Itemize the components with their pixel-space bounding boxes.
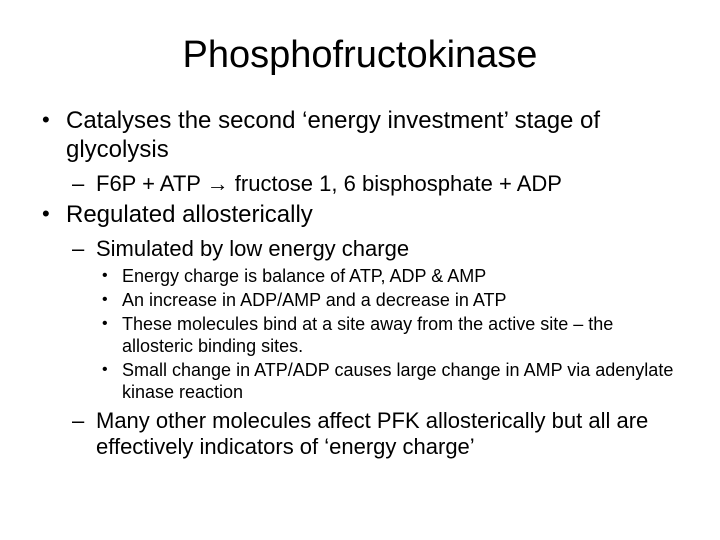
bullet-text: Small change in ATP/ADP causes large cha… [122, 360, 673, 402]
bullet-text: F6P + ATP → fructose 1, 6 bisphosphate +… [96, 171, 562, 196]
bullet-text: Many other molecules affect PFK alloster… [96, 408, 648, 459]
list-item: Simulated by low energy charge Energy ch… [66, 236, 682, 404]
bullet-list-lvl1: Catalyses the second ‘energy investment’… [38, 107, 682, 461]
slide-title: Phosphofructokinase [38, 34, 682, 77]
bullet-text: An increase in ADP/AMP and a decrease in… [122, 290, 507, 310]
list-item: Energy charge is balance of ATP, ADP & A… [96, 266, 682, 288]
list-item: An increase in ADP/AMP and a decrease in… [96, 290, 682, 312]
list-item: Many other molecules affect PFK alloster… [66, 408, 682, 461]
bullet-text: These molecules bind at a site away from… [122, 314, 613, 356]
list-item: Regulated allosterically Simulated by lo… [38, 201, 682, 461]
bullet-list-lvl3: Energy charge is balance of ATP, ADP & A… [96, 266, 682, 404]
list-item: These molecules bind at a site away from… [96, 314, 682, 358]
bullet-text: Regulated allosterically [66, 201, 313, 228]
list-item: F6P + ATP → fructose 1, 6 bisphosphate +… [66, 171, 682, 197]
bullet-text: Energy charge is balance of ATP, ADP & A… [122, 266, 486, 286]
list-item: Small change in ATP/ADP causes large cha… [96, 360, 682, 404]
bullet-text: Simulated by low energy charge [96, 236, 409, 261]
list-item: Catalyses the second ‘energy investment’… [38, 107, 682, 197]
bullet-list-lvl2: F6P + ATP → fructose 1, 6 bisphosphate +… [66, 171, 682, 197]
bullet-text: Catalyses the second ‘energy investment’… [66, 107, 600, 163]
bullet-list-lvl2: Simulated by low energy charge Energy ch… [66, 236, 682, 461]
